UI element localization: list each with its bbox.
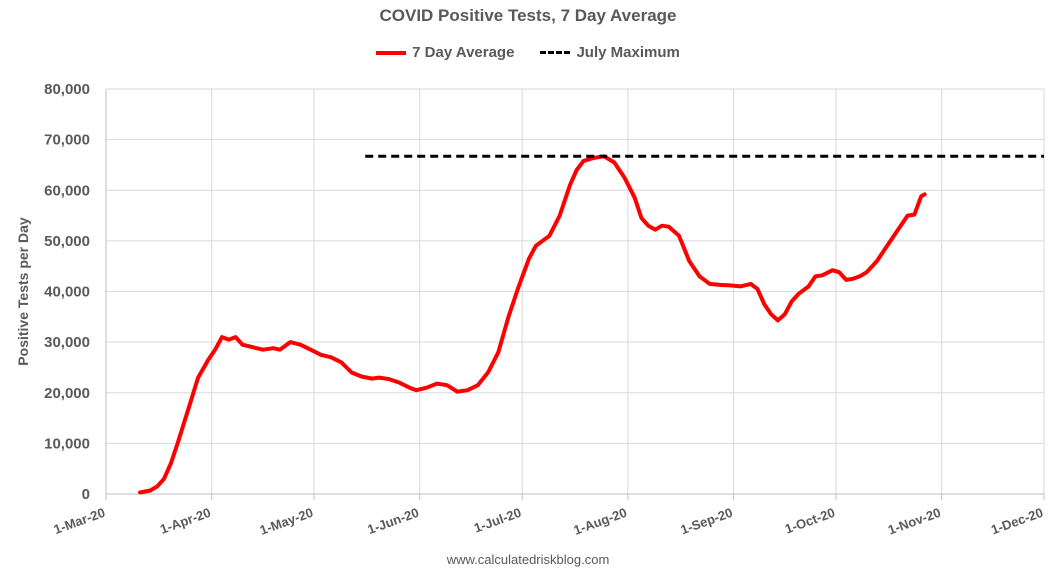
gridlines [106,88,1045,494]
series-line-7-day-average [138,154,927,495]
x-tick-label: 1-Jun-20 [365,505,420,537]
legend-item-7-day-average: 7 Day Average [376,44,514,61]
x-tick-label: 1-Oct-20 [783,505,837,537]
y-tick-label: 20,000 [44,385,90,402]
y-tick-label: 50,000 [44,233,90,250]
x-tick-label: 1-Sep-20 [679,505,735,538]
legend-swatch-solid-red [376,50,407,55]
x-tick-label: 1-May-20 [258,505,315,538]
y-tick-label: 0 [82,486,90,503]
legend-item-july-maximum: July Maximum [540,44,680,61]
legend-label: July Maximum [576,44,680,61]
plot-area: 0 10,000 20,000 30,000 40,000 50,000 60,000 70,… [15,81,1045,538]
y-tick-label: 70,000 [44,132,90,149]
legend-label: 7 Day Average [412,44,515,61]
y-tick-label: 10,000 [44,435,90,452]
legend: 7 Day Average July Maximum [0,44,1056,61]
x-tick-label: 1-Nov-20 [886,505,943,538]
x-tick-label: 1-Aug-20 [571,505,628,538]
chart-title: COVID Positive Tests, 7 Day Average [379,6,677,25]
series-lines [138,154,1044,495]
x-tick-label: 1-Jul-20 [472,505,523,536]
axes [105,89,1045,500]
x-tick-label: 1-Dec-20 [989,505,1045,538]
y-tick-label: 80,000 [44,81,90,98]
y-tick-label: 30,000 [44,334,90,351]
x-tick-label: 1-Mar-20 [52,505,107,537]
y-tick-label: 60,000 [44,182,90,199]
source-note: www.calculatedriskblog.com [446,552,610,567]
y-axis-title: Positive Tests per Day [15,217,31,366]
y-tick-label: 40,000 [44,284,90,301]
x-tick-label: 1-Apr-20 [158,505,213,537]
legend-swatch-dashed-black [540,51,571,54]
